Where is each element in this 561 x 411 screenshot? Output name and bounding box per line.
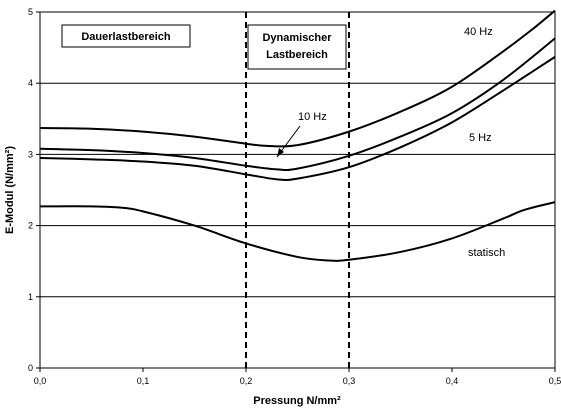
series-label-5hz: 5 Hz [469,132,492,144]
series-pointer-arrowhead [277,148,284,157]
dynamisch-label-line1: Dynamischer [262,32,332,44]
y-tick-label-4: 4 [28,78,33,88]
series-line-5-hz [39,56,556,181]
series-line-statisch [39,201,556,262]
x-tick-label-2: 0,2 [240,376,253,386]
plot-area [39,11,556,369]
y-tick-label-0: 0 [28,363,33,373]
x-tick-label-1: 0,1 [137,376,150,386]
x-tick-label-0: 0,0 [34,376,47,386]
series-label-10hz: 10 Hz [298,111,327,123]
y-tick-label-5: 5 [28,7,33,17]
x-tick-label-5: 0,5 [549,376,561,386]
series-label-40hz: 40 Hz [464,26,493,38]
y-axis-ticks: 0 1 2 3 4 5 [28,7,40,373]
dauerlast-box [61,24,191,48]
series-line-40-hz [39,9,556,148]
x-tick-label-4: 0,4 [446,376,459,386]
x-axis-ticks: 0,0 0,1 0,2 0,3 0,4 0,5 [34,368,561,386]
gridlines [40,82,555,298]
dynamisch-box [247,24,347,70]
series-label-statisch: statisch [468,247,505,259]
y-tick-label-1: 1 [28,292,33,302]
series-line-10-hz [39,37,556,172]
x-tick-label-3: 0,3 [343,376,356,386]
dynamisch-label-line2: Lastbereich [266,49,328,61]
y-axis-title: E-Modul (N/mm²) [4,146,16,234]
series-lines [39,9,556,262]
y-tick-label-3: 3 [28,149,33,159]
x-axis-title: Pressung N/mm² [253,395,341,407]
dauerlast-label: Dauerlastbereich [81,31,171,43]
y-tick-label-2: 2 [28,221,33,231]
